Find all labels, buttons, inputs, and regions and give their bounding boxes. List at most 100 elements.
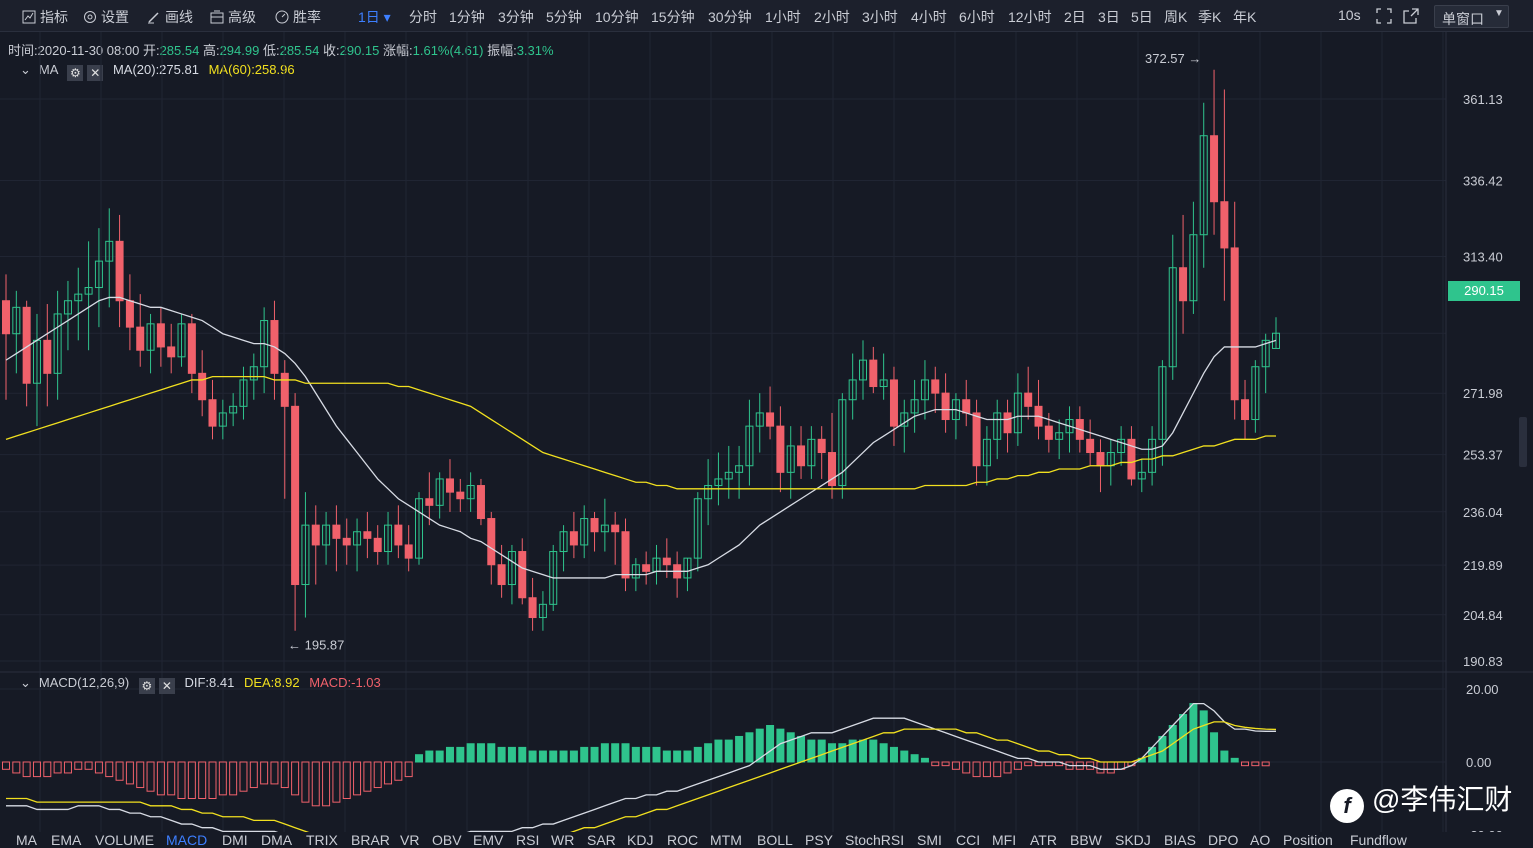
macd-bar-up <box>559 750 568 763</box>
popout-icon[interactable] <box>1403 8 1419 27</box>
tab-skdj[interactable]: SKDJ <box>1115 832 1151 848</box>
interval-6[interactable]: 15分钟 <box>651 9 695 25</box>
collapse-chevron-icon[interactable]: ⌄ <box>20 675 31 690</box>
candle-up <box>1065 419 1074 434</box>
macd-bar-down <box>198 761 207 799</box>
tab-obv[interactable]: OBV <box>432 832 462 848</box>
advanced-button[interactable]: 高级 <box>210 7 256 27</box>
tab-smi[interactable]: SMI <box>917 832 942 848</box>
macd-close-icon[interactable]: ✕ <box>158 678 175 694</box>
tab-emv[interactable]: EMV <box>473 832 504 848</box>
candle-down <box>1044 425 1053 440</box>
tab-ema[interactable]: EMA <box>51 832 82 848</box>
tab-wr[interactable]: WR <box>551 832 575 848</box>
macd-bar-down <box>993 761 1002 778</box>
collapse-chevron-icon[interactable]: ⌄ <box>20 62 31 77</box>
interval-18[interactable]: 季K <box>1198 9 1222 25</box>
macd-bar-up <box>807 739 816 763</box>
tab-dmi[interactable]: DMI <box>222 832 248 848</box>
tab-psy[interactable]: PSY <box>805 832 834 848</box>
macd-bar-down <box>1261 761 1270 767</box>
tab-ao[interactable]: AO <box>1250 832 1271 848</box>
indicator-button[interactable]: 指标 <box>22 7 68 27</box>
window-mode-select[interactable]: 单窗口 ▼ <box>1434 5 1509 28</box>
price-tick: 336.42 <box>1463 174 1503 189</box>
macd-bar-up <box>518 746 527 763</box>
candle-up <box>1137 471 1146 480</box>
tab-ma[interactable]: MA <box>16 832 37 848</box>
ma-legend-name: MA <box>38 62 58 77</box>
candle-down <box>476 485 485 520</box>
change-label: 涨幅: <box>383 43 413 58</box>
candle-up <box>879 379 888 388</box>
draw-line-button[interactable]: 画线 <box>147 7 193 27</box>
candle-up <box>177 323 186 358</box>
macd-bar-down <box>32 761 41 778</box>
interval-10[interactable]: 3小时 <box>862 9 898 25</box>
interval-4[interactable]: 5分钟 <box>546 9 582 25</box>
tab-position[interactable]: Position <box>1283 832 1333 848</box>
refresh-interval[interactable]: 10s <box>1338 7 1361 23</box>
settings-button[interactable]: 设置 <box>83 7 129 27</box>
tab-macd[interactable]: MACD <box>166 832 208 848</box>
macd-bar-up <box>476 743 485 763</box>
interval-2[interactable]: 1分钟 <box>449 9 485 25</box>
interval-1[interactable]: 分时 <box>409 9 437 25</box>
interval-8[interactable]: 1小时 <box>765 9 801 25</box>
tab-dpo[interactable]: DPO <box>1208 832 1239 848</box>
interval-11[interactable]: 4小时 <box>911 9 947 25</box>
candle-up <box>53 313 62 374</box>
macd-bar-down <box>982 761 991 778</box>
candle-down <box>125 300 134 328</box>
tab-cci[interactable]: CCI <box>956 832 981 848</box>
tab-rsi[interactable]: RSI <box>516 832 540 848</box>
interval-16[interactable]: 5日 <box>1131 9 1153 25</box>
tab-atr[interactable]: ATR <box>1030 832 1057 848</box>
tab-fundflow[interactable]: Fundflow <box>1350 832 1407 848</box>
tab-mfi[interactable]: MFI <box>992 832 1017 848</box>
interval-3[interactable]: 3分钟 <box>498 9 534 25</box>
macd-bar-up <box>745 732 754 763</box>
interval-0[interactable]: 1日 ▾ <box>358 9 391 25</box>
winrate-button[interactable]: 胜率 <box>275 7 321 27</box>
interval-13[interactable]: 12小时 <box>1008 9 1052 25</box>
tab-stochrsi[interactable]: StochRSI <box>845 832 905 848</box>
interval-15[interactable]: 3日 <box>1098 9 1120 25</box>
tab-bias[interactable]: BIAS <box>1164 832 1196 848</box>
chevron-down-icon: ▼ <box>1494 8 1504 19</box>
interval-9[interactable]: 2小时 <box>814 9 850 25</box>
macd-bar-down <box>972 761 981 778</box>
interval-12[interactable]: 6小时 <box>959 9 995 25</box>
tab-sar[interactable]: SAR <box>587 832 616 848</box>
tab-dma[interactable]: DMA <box>261 832 293 848</box>
tab-boll[interactable]: BOLL <box>757 832 793 848</box>
tab-trix[interactable]: TRIX <box>306 832 338 848</box>
macd-bar-up <box>1199 710 1208 763</box>
window-mode-label: 单窗口 <box>1442 11 1484 27</box>
interval-14[interactable]: 2日 <box>1064 9 1086 25</box>
tab-kdj[interactable]: KDJ <box>627 832 654 848</box>
interval-7[interactable]: 30分钟 <box>708 9 752 25</box>
ma-settings-icon[interactable]: ⚙ <box>67 65 84 81</box>
candle-up <box>693 498 702 559</box>
macd-bar-down <box>187 761 196 799</box>
macd-bar-up <box>569 750 578 763</box>
candle-down <box>1127 438 1136 480</box>
tab-volume[interactable]: VOLUME <box>95 832 155 848</box>
tab-brar[interactable]: BRAR <box>351 832 390 848</box>
candle-down <box>404 544 413 559</box>
tab-bbw[interactable]: BBW <box>1070 832 1102 848</box>
fullscreen-icon[interactable] <box>1376 8 1392 27</box>
ma-close-icon[interactable]: ✕ <box>87 65 104 81</box>
interval-5[interactable]: 10分钟 <box>595 9 639 25</box>
tab-roc[interactable]: ROC <box>667 832 699 848</box>
candle-up <box>538 603 547 619</box>
price-chart[interactable]: 361.13 336.42 313.40 271.98 253.37 236.04 219.… <box>0 32 1533 832</box>
tab-mtm[interactable]: MTM <box>710 832 742 848</box>
advanced-icon <box>210 10 224 24</box>
interval-17[interactable]: 周K <box>1164 9 1188 25</box>
tab-vr[interactable]: VR <box>400 832 420 848</box>
candle-up <box>580 518 589 546</box>
macd-settings-icon[interactable]: ⚙ <box>138 678 155 694</box>
interval-19[interactable]: 年K <box>1233 9 1257 25</box>
